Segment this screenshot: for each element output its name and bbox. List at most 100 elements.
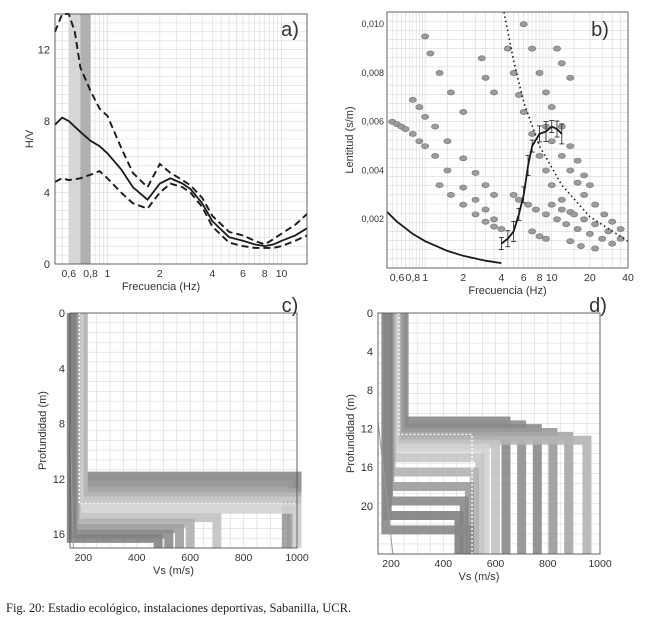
scatter-point — [471, 211, 480, 218]
scatter-point — [585, 230, 594, 237]
y-axis-label: H/V — [24, 129, 36, 148]
y-axis-label: Profundidad (m) — [345, 394, 357, 473]
x-tick-label: 200 — [382, 558, 400, 570]
y-tick-label: 0,006 — [361, 117, 384, 127]
x-tick-label: 600 — [487, 558, 505, 570]
x-tick-label: 6 — [521, 272, 527, 284]
scatter-point — [577, 243, 585, 249]
scatter-point — [542, 211, 550, 218]
scatter-point — [553, 45, 561, 52]
series-line — [503, 11, 629, 242]
scatter-point — [509, 191, 518, 198]
x-axis-label: Vs (m/s) — [459, 571, 500, 583]
scatter-point — [431, 123, 440, 130]
scatter-point — [562, 221, 571, 228]
profiles — [381, 313, 592, 554]
scatter-point — [580, 191, 588, 198]
x-tick-label: 200 — [75, 552, 93, 564]
x-tick-label: 4 — [209, 268, 215, 280]
scatter-point — [566, 238, 575, 245]
y-tick-label: 12 — [361, 424, 373, 436]
y-tick-label: 8 — [367, 385, 373, 397]
scatter-point — [532, 206, 540, 213]
scatter-point — [519, 21, 528, 28]
scatter-point — [591, 245, 600, 252]
y-tick-label: 0,008 — [361, 68, 384, 78]
scatter-point — [426, 50, 435, 57]
y-axis-label: Lentitud (s/m) — [344, 106, 356, 173]
panel-4: 200 400 600 800 1000 0 4 8 12 16 20 Vs (m/s) Profund… — [345, 295, 612, 583]
gradient-line — [377, 421, 394, 555]
x-tick-label: 800 — [539, 558, 557, 570]
x-tick-label: 1000 — [285, 552, 309, 564]
scatter-point — [459, 184, 468, 191]
scatter-point — [616, 235, 625, 242]
y-tick-label: 0 — [59, 308, 65, 320]
scatter-point — [447, 191, 455, 198]
scatter-point — [547, 182, 556, 189]
axes-frame — [386, 11, 629, 269]
series-line — [54, 169, 308, 249]
y-tick-label: 20 — [361, 501, 373, 513]
scatter-point — [519, 109, 528, 115]
x-axis-label: Frecuencia (Hz) — [468, 285, 546, 297]
y-tick-label: 12 — [38, 45, 50, 57]
x-tick-label: 1 — [422, 272, 428, 284]
best-profile — [398, 313, 473, 554]
scatter-point — [421, 143, 430, 149]
scatter-point — [490, 223, 498, 230]
gradient-line — [69, 418, 74, 549]
x-tick-label: 400 — [435, 558, 453, 570]
scatter-point — [514, 91, 523, 98]
scatter-point — [481, 218, 490, 225]
x-axis-label: Vs (m/s) — [153, 565, 194, 577]
scatter-point — [542, 235, 550, 242]
scatter-point — [547, 138, 556, 145]
y-tick-label: 0,002 — [361, 214, 384, 224]
x-tick-label: 1000 — [588, 558, 612, 570]
scatter-point — [528, 131, 537, 137]
scatter-point — [471, 196, 480, 203]
scatter-point — [481, 182, 490, 189]
scatter-point — [598, 235, 607, 242]
scatter-point — [547, 104, 556, 110]
scatter-point — [477, 55, 486, 62]
scatter-point — [573, 226, 582, 232]
y-tick-label: 0,004 — [361, 165, 384, 175]
y-tick-label: 4 — [59, 363, 65, 375]
y-tick-label: 16 — [53, 529, 65, 541]
scatter-point — [435, 70, 444, 76]
y-tick-label: 8 — [59, 419, 65, 431]
scatter-point — [557, 152, 566, 159]
panel-label: b) — [591, 19, 609, 41]
scatter-point — [408, 131, 417, 137]
y-tick-label: 4 — [44, 188, 50, 200]
scatter-point — [585, 182, 594, 189]
scatter-point — [443, 167, 452, 174]
panel-2: 0,6 0,8 1 2 4 6 8 10 20 40 0,002 0,004 0,006 0,008 0,0… — [344, 11, 634, 297]
vs-profile — [66, 313, 163, 548]
figure-caption: Fig. 20: Estadio ecológico, instalacione… — [6, 601, 352, 615]
scatter-point — [616, 226, 625, 232]
y-tick-label: 0 — [44, 259, 50, 271]
scatter-point — [481, 206, 490, 213]
x-tick-label: 6 — [240, 268, 246, 280]
scatter-point — [528, 228, 537, 235]
scatter-point — [566, 167, 575, 174]
scatter-point — [509, 70, 518, 76]
scatter-point — [459, 201, 468, 208]
x-tick-label: 0,6 — [390, 272, 405, 284]
scatter-point — [542, 89, 550, 96]
scatter-point — [553, 216, 561, 223]
scatter-point — [490, 89, 498, 96]
scatter-point — [415, 138, 424, 145]
scatter-point — [573, 157, 582, 164]
vs-profile — [381, 313, 474, 554]
scatter-point — [459, 109, 468, 115]
scatter-point — [503, 45, 512, 52]
scatter-point — [608, 240, 617, 247]
scatter-point — [591, 221, 600, 228]
shaded-band — [80, 14, 91, 264]
x-tick-label: 10 — [546, 272, 558, 284]
